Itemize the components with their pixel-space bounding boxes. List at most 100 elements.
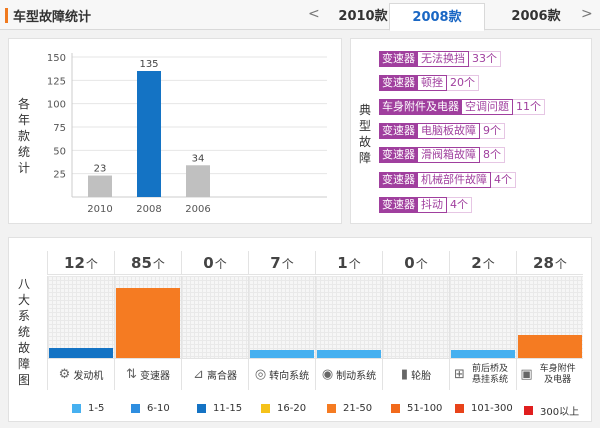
system-label: ⚙ 发动机 — [47, 358, 114, 390]
legend-item: 300以上 — [524, 403, 579, 418]
fault-row[interactable]: 变速器 滑阀箱故障 8个 — [379, 147, 505, 163]
system-bar — [451, 350, 515, 358]
y-tick-label: 25 — [53, 170, 66, 181]
legend-item: 11-15 — [197, 403, 242, 414]
bar-value-label: 135 — [139, 59, 158, 70]
x-tick-label: 2006 — [185, 204, 210, 215]
fault-description: 抖动 — [418, 197, 447, 213]
y-tick-label: 125 — [47, 76, 66, 87]
system-bar-area — [181, 276, 248, 358]
y-tick-label: 50 — [53, 146, 66, 157]
tab-2008[interactable]: 2008款 — [389, 3, 485, 31]
fault-row[interactable]: 变速器 机械部件故障 4个 — [379, 172, 516, 188]
system-label: ◎ 转向系统 — [248, 358, 315, 390]
system-bar-area — [248, 276, 315, 358]
legend-item: 6-10 — [131, 403, 170, 414]
legend-item: 101-300 — [455, 403, 513, 414]
fault-row[interactable]: 变速器 无法换挡 33个 — [379, 51, 501, 67]
system-count: 0个 — [382, 251, 449, 275]
battery-icon: ▣ — [520, 367, 533, 382]
fault-description: 滑阀箱故障 — [418, 147, 480, 163]
y-tick-label: 75 — [53, 123, 66, 134]
fault-count: 33个 — [469, 51, 501, 67]
bar — [88, 175, 112, 197]
system-label: ◉ 制动系统 — [315, 358, 382, 390]
color-legend: 1-5 6-10 11-15 16-20 21-50 51-100 101-30… — [29, 403, 589, 418]
bar — [186, 165, 210, 197]
fault-description: 顿挫 — [418, 75, 447, 91]
legend-item: 1-5 — [72, 403, 104, 414]
fault-row[interactable]: 变速器 抖动 4个 — [379, 197, 472, 213]
y-tick-label: 150 — [47, 53, 66, 64]
bar-value-label: 34 — [192, 153, 205, 164]
year-stats-panel: 各 年 款 统 计 25 50 75 100 125 150 23 2010 135 2008 34… — [8, 38, 342, 224]
system-bar-area — [382, 276, 449, 358]
system-bar-area — [315, 276, 382, 358]
bar — [137, 71, 161, 197]
fault-category: 变速器 — [379, 75, 418, 91]
fault-row[interactable]: 变速器 顿挫 20个 — [379, 75, 479, 91]
system-label: ⊿ 离合器 — [181, 358, 248, 390]
system-bar — [317, 350, 381, 358]
system-bar-area — [516, 276, 583, 358]
fault-category: 变速器 — [379, 147, 418, 163]
title-accent-bar — [5, 8, 8, 23]
x-tick-label: 2010 — [87, 204, 112, 215]
year-stats-side-label: 各 年 款 统 计 — [17, 97, 30, 175]
fault-count: 4个 — [491, 172, 516, 188]
next-arrow-icon[interactable]: > — [581, 6, 593, 22]
fault-count: 11个 — [513, 99, 545, 115]
gear-shift-icon: ⇅ — [126, 367, 137, 382]
system-bar — [250, 350, 314, 358]
clutch-pedal-icon: ⊿ — [193, 367, 204, 382]
fault-description: 无法换挡 — [418, 51, 469, 67]
system-bar-area — [114, 276, 181, 358]
y-tick-label: 100 — [47, 100, 66, 111]
fault-count: 8个 — [480, 147, 505, 163]
header-bar: 车型故障统计 < 2010款 2008款 2006款 > — [0, 0, 600, 31]
system-count: 28个 — [516, 251, 583, 275]
fault-row[interactable]: 变速器 电脑板故障 9个 — [379, 123, 505, 139]
tire-icon: ▮ — [400, 367, 409, 382]
legend-item: 51-100 — [391, 403, 442, 414]
system-label: ⊞ 前后桥及悬挂系统 — [449, 358, 516, 390]
legend-item: 16-20 — [261, 403, 306, 414]
fault-row[interactable]: 车身附件及电器 空调问题 11个 — [379, 99, 545, 115]
fault-count: 20个 — [447, 75, 479, 91]
fault-category: 变速器 — [379, 197, 418, 213]
fault-category: 变速器 — [379, 172, 418, 188]
fault-description: 机械部件故障 — [418, 172, 491, 188]
fault-count: 4个 — [447, 197, 472, 213]
legend-item: 21-50 — [327, 403, 372, 414]
tab-2006[interactable]: 2006款 — [511, 9, 561, 24]
tab-2010[interactable]: 2010款 — [338, 9, 388, 24]
x-tick-label: 2008 — [136, 204, 161, 215]
system-label: ▣ 车身附件及电器 — [516, 358, 583, 390]
system-bar-area — [47, 276, 114, 358]
systems-side-label: 八 大 系 统 故 障 图 — [17, 277, 30, 387]
system-bar — [116, 288, 180, 358]
system-bar — [518, 335, 582, 358]
typical-faults-side-label: 典 型 故 障 — [358, 103, 371, 165]
system-label: ⇅ 变速器 — [114, 358, 181, 390]
system-bar — [49, 348, 113, 358]
brake-disc-icon: ◉ — [321, 367, 334, 382]
system-count: 1个 — [315, 251, 382, 275]
system-bar-area — [449, 276, 516, 358]
engine-icon: ⚙ — [58, 367, 71, 382]
system-count: 7个 — [248, 251, 315, 275]
page-title: 车型故障统计 — [13, 10, 92, 25]
fault-category: 车身附件及电器 — [379, 99, 462, 115]
system-count: 85个 — [114, 251, 181, 275]
fault-category: 变速器 — [379, 51, 418, 67]
fault-count: 9个 — [480, 123, 505, 139]
system-label: ▮ 轮胎 — [382, 358, 449, 390]
fault-description: 空调问题 — [462, 99, 513, 115]
year-bar-chart: 25 50 75 100 125 150 23 2010 135 2008 34 2006 — [47, 53, 327, 215]
prev-arrow-icon[interactable]: < — [308, 6, 320, 22]
system-count: 12个 — [47, 251, 114, 275]
system-count: 0个 — [181, 251, 248, 275]
fault-description: 电脑板故障 — [418, 123, 480, 139]
axle-icon: ⊞ — [454, 367, 465, 382]
steering-wheel-icon: ◎ — [254, 367, 267, 382]
